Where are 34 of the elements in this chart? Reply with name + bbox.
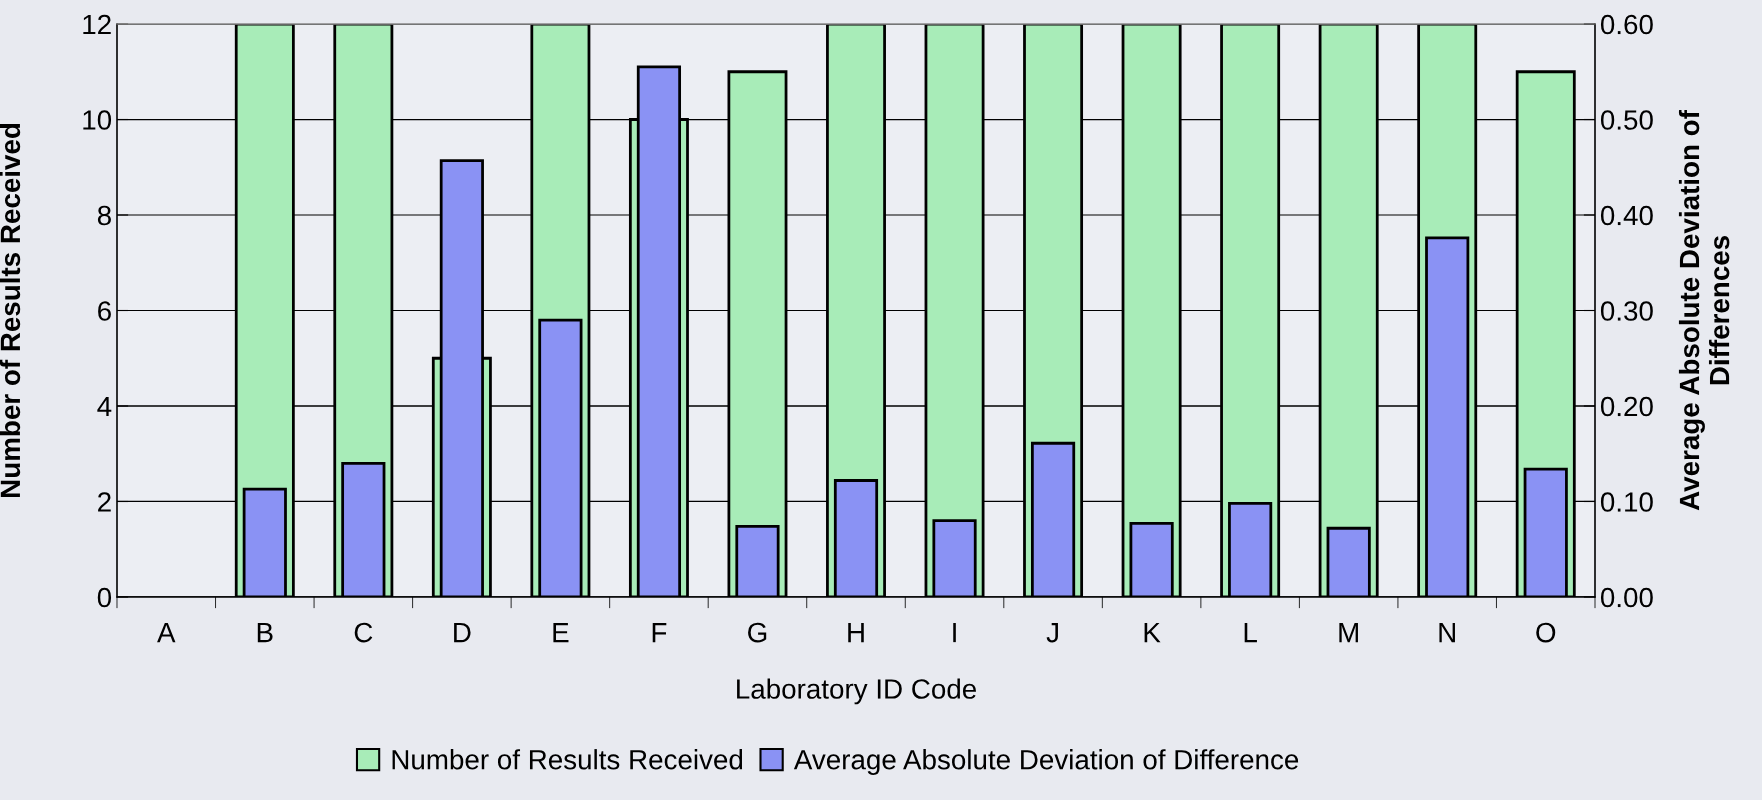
y-tick-label: 4: [97, 396, 112, 417]
x-tick-label: E: [553, 623, 569, 643]
y-tick-label: 6: [98, 301, 111, 321]
x-tick-label: J: [1046, 623, 1058, 643]
y-tick-label: 10: [83, 110, 112, 130]
x-tick-label: H: [848, 623, 864, 643]
x-tick-label: G: [748, 622, 767, 643]
y2-tick-label: 0.60: [1600, 14, 1653, 35]
y2-tick-label: 0.10: [1600, 492, 1653, 512]
x-tick-label: N: [1439, 623, 1455, 643]
y2-tick-label: 0.40: [1600, 205, 1653, 226]
x-tick-label: L: [1244, 623, 1257, 643]
y2-tick-label: 0.50: [1600, 110, 1653, 130]
y2-tick-label: 0.00: [1600, 587, 1653, 608]
x-axis-title: Laboratory ID Code: [737, 678, 976, 705]
x-tick-label: M: [1339, 623, 1358, 643]
x-tick-label: D: [454, 623, 471, 643]
x-tick-label: O: [1536, 622, 1556, 643]
y-tick-label: 0: [97, 587, 112, 608]
y-tick-label: 12: [83, 14, 111, 35]
legend-label: Average Absolute Deviation of Difference: [793, 749, 1299, 775]
x-tick-label: F: [652, 623, 667, 643]
x-tick-label: C: [354, 622, 373, 643]
y2-tick-label: 0.30: [1600, 301, 1653, 321]
x-tick-label: A: [157, 623, 176, 643]
y2-tick-label: 0.20: [1600, 396, 1653, 417]
legend-label: Number of Results Received: [392, 749, 743, 770]
x-tick-label: K: [1144, 623, 1161, 643]
y-tick-label: 2: [98, 492, 111, 512]
x-tick-label: I: [953, 623, 956, 643]
y-axis-title: Number of Results Received: [0, 123, 21, 497]
y-tick-label: 8: [97, 205, 111, 226]
x-tick-label: B: [257, 623, 273, 643]
y2-axis-title: Average Absolute Deviation of Differences: [1678, 110, 1730, 511]
